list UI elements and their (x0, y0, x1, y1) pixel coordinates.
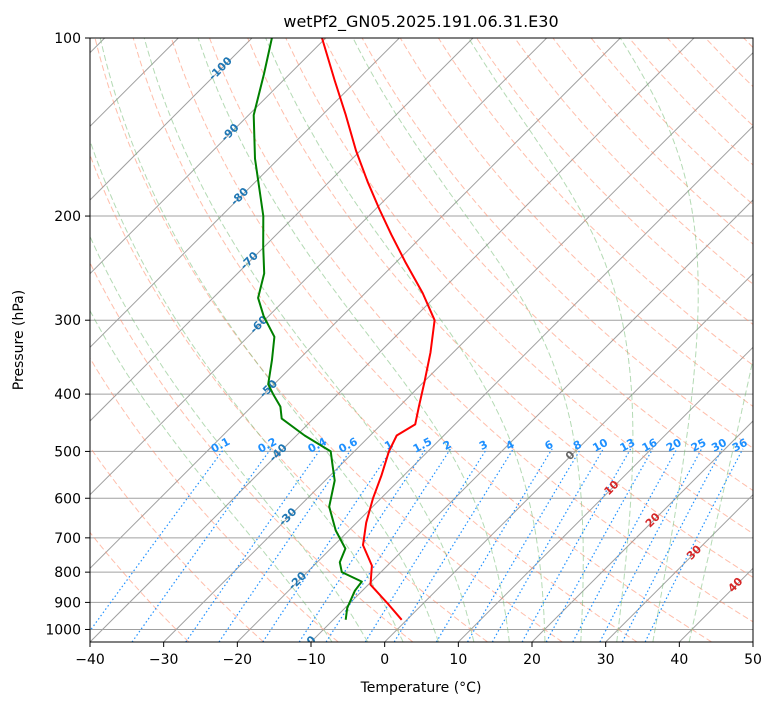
x-tick-label: 40 (670, 652, 688, 668)
dry-adiabat (285, 38, 753, 535)
dry-adiabat (209, 38, 753, 623)
x-tick-label: 30 (597, 652, 615, 668)
mixing-ratio-label: 36 (730, 436, 750, 455)
dry-adiabat (90, 261, 414, 642)
isotherm-line (90, 38, 621, 570)
moist-adiabat (99, 38, 439, 642)
x-tick-label: −20 (223, 652, 253, 668)
skewed-isotherm-gridlines (90, 38, 753, 642)
moist-adiabats (90, 38, 753, 642)
x-axis-label: Temperature (°C) (360, 680, 482, 696)
dry-adiabat (90, 446, 264, 642)
isotherm-line (384, 272, 753, 642)
temperature-profile-line (321, 38, 436, 621)
mixing-ratio-line (298, 448, 427, 642)
mixing-ratio-line (218, 448, 353, 642)
x-tick-label: 10 (449, 652, 467, 668)
mixing-ratio-line (131, 448, 272, 642)
dry-adiabat (94, 38, 563, 642)
mixing-ratio-line (90, 448, 225, 632)
y-tick-label: 700 (54, 531, 81, 547)
mixing-ratio-label: 30 (709, 436, 729, 455)
mixing-ratio-line (572, 448, 678, 642)
mixing-ratio-line (262, 448, 393, 642)
mixing-ratio-label: 16 (640, 436, 660, 455)
mixing-ratio-line (325, 448, 452, 642)
mixing-ratio-lines (90, 448, 744, 642)
isotherm-line (457, 346, 753, 642)
mixing-ratio-line (364, 448, 488, 642)
moist-adiabat (619, 38, 699, 642)
dewpoint-profile-line (252, 38, 363, 620)
y-tick-label: 900 (54, 595, 81, 611)
moist-adiabat (90, 235, 369, 642)
mixing-ratio-line (621, 448, 723, 642)
plot-frame (89, 37, 754, 643)
x-axis-ticks: −40 −30 −20 −10 0 10 20 30 40 50 (75, 642, 762, 668)
isotherm-line (90, 38, 474, 422)
isotherm-line (90, 38, 253, 201)
isotherm-line (90, 38, 695, 642)
isotherm-label: -10 (295, 633, 318, 656)
mixing-ratio-label: 10 (590, 436, 610, 455)
profile-series (252, 38, 436, 621)
isotherm-line (236, 125, 753, 642)
x-tick-label: 50 (744, 652, 762, 668)
dry-adiabats (90, 38, 753, 642)
y-tick-label: 800 (54, 565, 81, 581)
isotherm-line (605, 493, 753, 642)
dry-adiabat (90, 357, 339, 642)
mixing-ratio-label: 20 (664, 436, 684, 455)
mixing-ratio-label: 13 (618, 436, 638, 455)
y-tick-label: 600 (54, 491, 81, 507)
dry-adiabat (90, 153, 488, 642)
mixing-ratio-line (393, 448, 514, 642)
dry-adiabat (247, 38, 753, 578)
y-axis-label: Pressure (hPa) (11, 290, 27, 390)
isotherm-line (531, 420, 753, 642)
mixing-ratio-label: 25 (689, 436, 709, 455)
mixing-ratio-line (185, 448, 322, 642)
dry-adiabat (399, 38, 753, 408)
x-tick-label: 0 (380, 652, 389, 668)
dry-adiabat (437, 38, 753, 366)
y-tick-label: 400 (54, 387, 81, 403)
x-tick-label: −30 (149, 652, 179, 668)
x-tick-label: −40 (75, 652, 105, 668)
isotherm-line (163, 51, 753, 642)
y-tick-label: 500 (54, 444, 81, 460)
isotherm-line (90, 38, 400, 349)
dry-adiabat (132, 38, 638, 642)
x-tick-label: 20 (523, 652, 541, 668)
y-tick-label: 200 (54, 209, 81, 225)
isotherm-line (90, 38, 548, 496)
moist-adiabat (197, 38, 510, 642)
dry-adiabat (514, 38, 753, 285)
mixing-ratio-line (466, 448, 582, 642)
dry-adiabat (170, 38, 712, 642)
y-tick-label: 100 (54, 31, 81, 47)
y-tick-label: 1000 (45, 622, 81, 638)
mixing-ratio-line (599, 448, 703, 642)
isotherm-line (90, 38, 327, 275)
dry-adiabat (90, 531, 190, 642)
y-tick-label: 300 (54, 313, 81, 329)
moist-adiabat (352, 38, 584, 642)
chart-title: wetPf2_GN05.2025.191.06.31.E30 (283, 12, 558, 32)
moist-adiabat (265, 38, 546, 642)
y-axis-ticks: 100 200 300 400 500 600 700 800 900 1000 (45, 31, 90, 638)
moist-adiabat (143, 38, 475, 642)
moist-adiabat (90, 139, 404, 642)
moist-adiabat (688, 356, 753, 642)
x-tick-label: −10 (296, 652, 326, 668)
